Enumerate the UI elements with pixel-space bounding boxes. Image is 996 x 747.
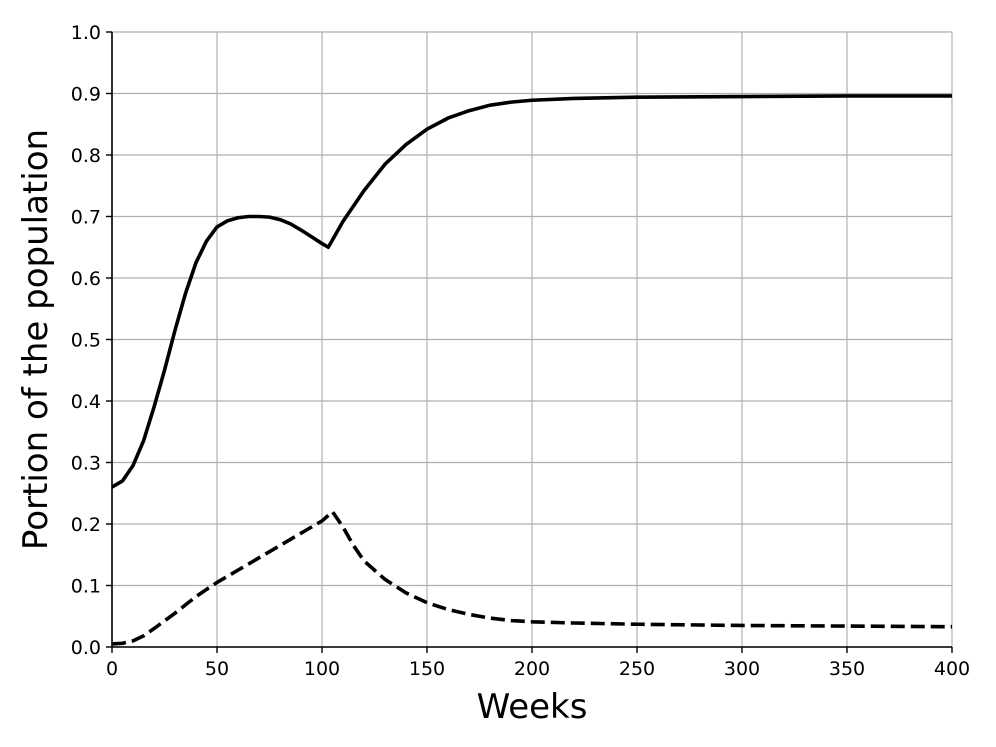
x-tick-label: 100 [304, 658, 340, 680]
x-tick-label: 150 [409, 658, 445, 680]
grid [111, 31, 953, 648]
x-axis-label: Weeks [477, 687, 588, 727]
y-tick-label: 0.1 [71, 576, 101, 598]
y-tick-label: 1.0 [71, 22, 101, 44]
y-axis-label: Portion of the population [16, 129, 56, 550]
solid-series-line [111, 94, 952, 489]
x-tick-label: 50 [205, 658, 229, 680]
y-tick-label: 0.7 [71, 207, 101, 229]
x-tick-label: 0 [106, 658, 118, 680]
x-tick-label: 400 [934, 658, 970, 680]
x-tick-label: 350 [829, 658, 865, 680]
y-tick-label: 0.8 [71, 145, 101, 167]
x-tick-label: 200 [514, 658, 550, 680]
y-tick-label: 0.0 [71, 637, 101, 659]
y-tick-label: 0.5 [71, 330, 101, 352]
y-tick-label: 0.3 [71, 453, 101, 475]
y-tick-label: 0.9 [71, 84, 101, 106]
series-group [111, 94, 953, 646]
y-tick-label: 0.2 [71, 514, 101, 536]
y-tick-label: 0.6 [71, 268, 101, 290]
x-tick-label: 250 [619, 658, 655, 680]
x-tick-label: 300 [724, 658, 760, 680]
dashed-series-line [111, 509, 953, 646]
y-tick-label: 0.4 [71, 391, 101, 413]
ticks: 0 50 100 150 200 250 300 350 400 0.0 0.1 0.2 0.3 0.4 0… [71, 22, 970, 680]
